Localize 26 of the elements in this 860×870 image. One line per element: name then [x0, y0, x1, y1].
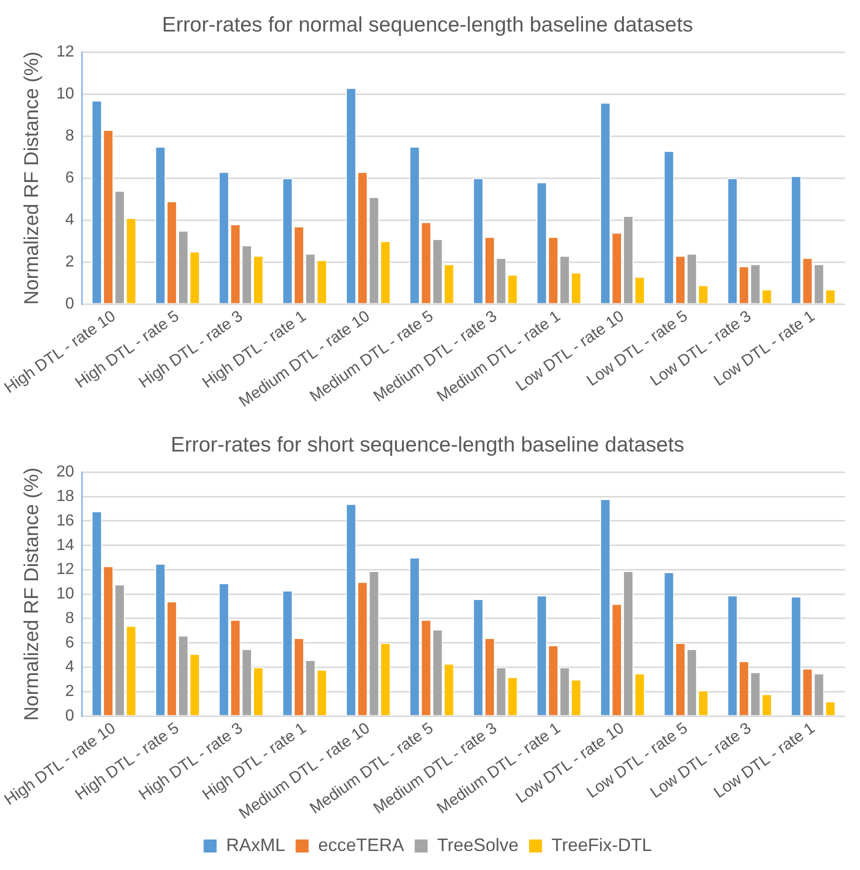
y-tick-label: 4 — [65, 211, 74, 228]
y-tick-label: 8 — [65, 128, 74, 145]
y-tick-label: 10 — [56, 586, 74, 603]
y-tick-label: 14 — [56, 536, 74, 554]
y-tick-label: 0 — [65, 295, 74, 312]
legend-label: TreeFix-DTL — [552, 834, 652, 855]
y-axis-title: Normalized RF Distance (%) — [20, 51, 43, 305]
y-tick-label: 2 — [65, 253, 74, 270]
y-tick-label: 6 — [65, 170, 74, 187]
y-axis-title: Normalized RF Distance (%) — [20, 467, 43, 721]
y-tick-label: 16 — [56, 512, 74, 530]
y-tick-label: 20 — [56, 464, 74, 481]
legend-label: TreeSolve — [437, 834, 519, 855]
y-tick-label: 12 — [56, 561, 74, 578]
y-tick-label: 18 — [56, 488, 74, 505]
y-tick-label: 0 — [65, 707, 74, 724]
legend-label: ecceTERA — [318, 834, 404, 855]
y-tick-label: 4 — [65, 658, 74, 676]
y-tick-label: 8 — [65, 610, 74, 627]
y-tick-label: 2 — [65, 683, 74, 700]
y-tick-label: 10 — [56, 86, 74, 103]
legend-label: RAxML — [226, 834, 286, 855]
y-tick-label: 12 — [56, 44, 74, 61]
chart-title: Error-rates for short sequence-length baseline datasets — [170, 433, 684, 456]
y-tick-label: 6 — [65, 634, 74, 652]
chart-title: Error-rates for normal sequence-length baseline datasets — [162, 13, 694, 36]
